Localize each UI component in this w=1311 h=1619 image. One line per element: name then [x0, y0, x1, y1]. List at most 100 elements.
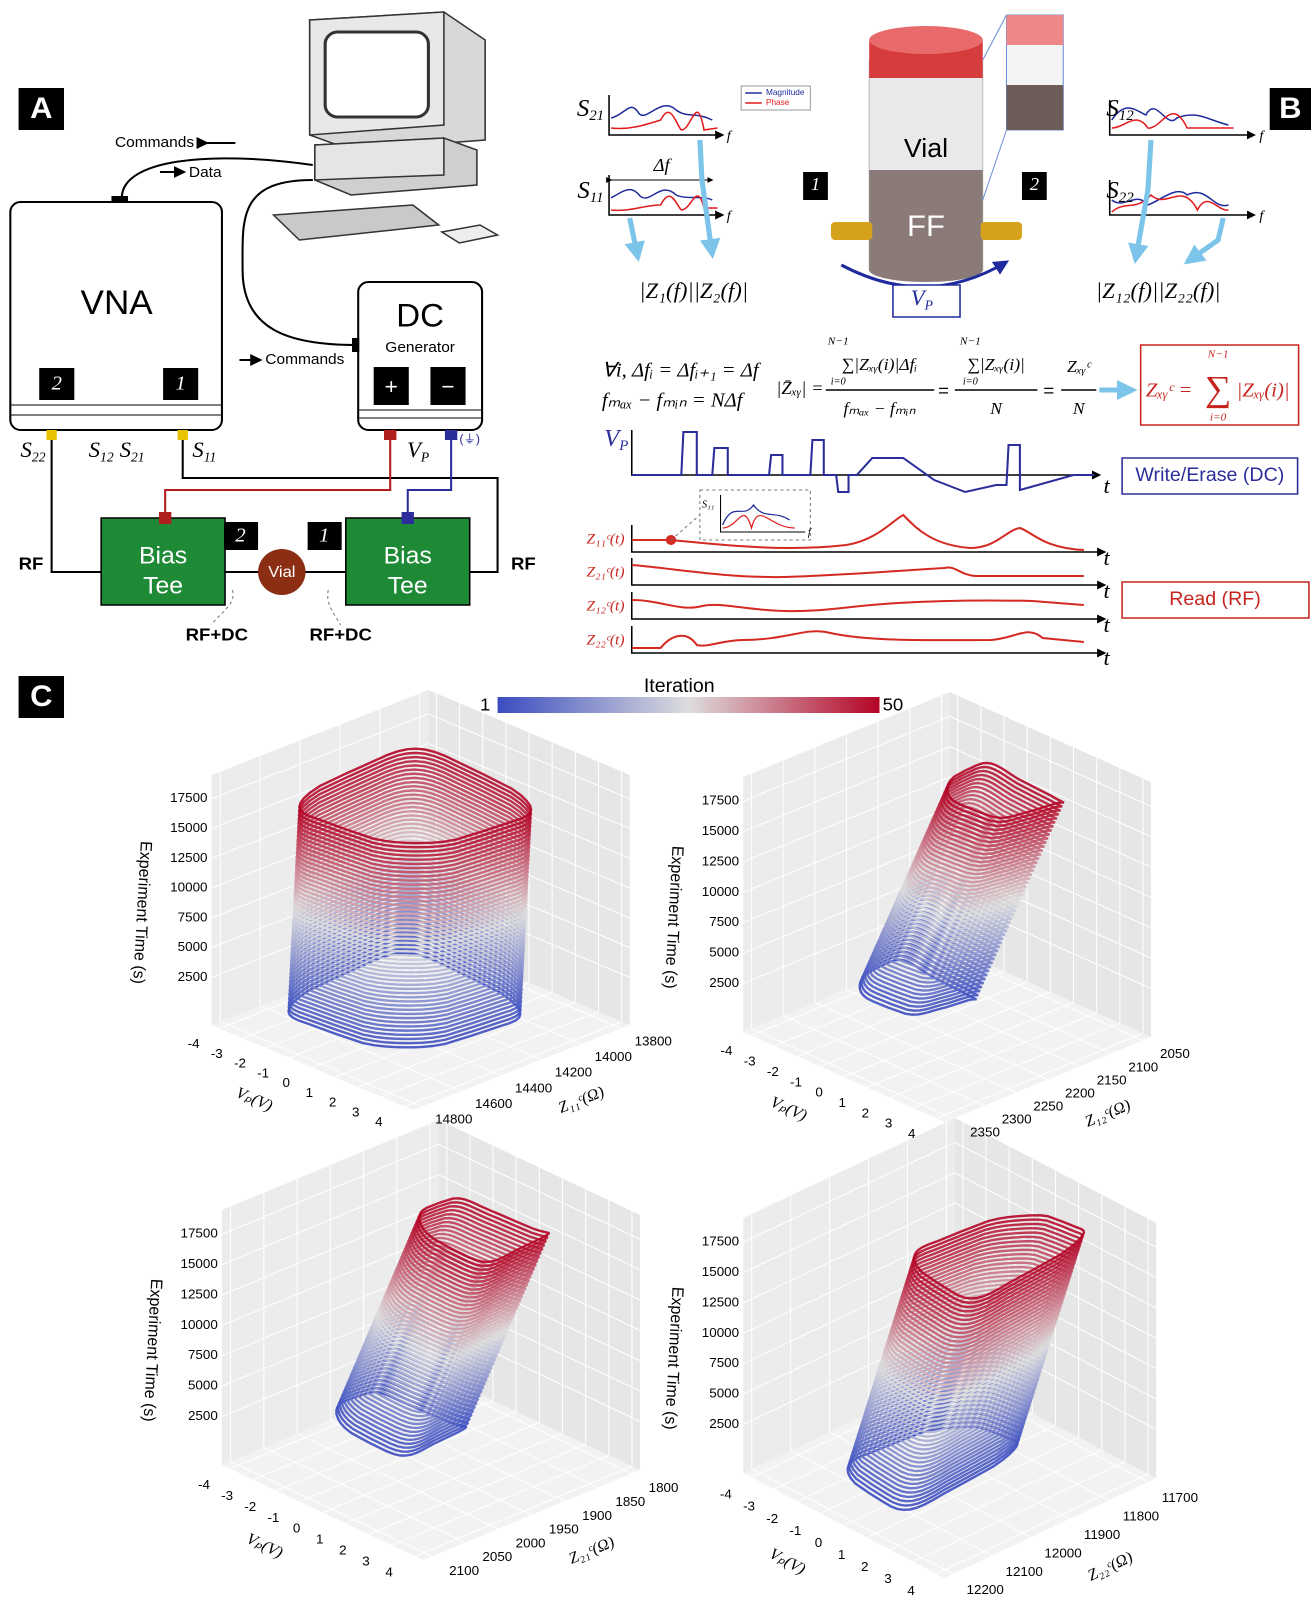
z-traces: Z₁₁ᶜ(t)	[586, 531, 624, 548]
x-label: Vₚ(V)	[767, 1093, 809, 1125]
z-ticks: 2500	[709, 1416, 739, 1431]
x-ticks: 1	[316, 1532, 323, 1547]
z-ticks: 7500	[709, 914, 739, 929]
vial: Vial	[268, 563, 295, 581]
f-labels: f	[1259, 208, 1265, 224]
frac3-den: N	[1072, 399, 1086, 418]
label-base: S	[577, 177, 589, 204]
s22: S22	[21, 437, 46, 464]
f: f	[808, 527, 812, 538]
t-labels: t	[1103, 578, 1110, 603]
s21: S21	[577, 95, 604, 125]
s12: S12	[89, 437, 114, 464]
x-ticks: 1	[306, 1085, 313, 1100]
ff: FF	[907, 209, 945, 242]
rf-dc-right: RF+DC	[309, 624, 371, 645]
line1: ∀i, Δfᵢ = Δfᵢ₊₁ = Δf	[602, 360, 761, 382]
figure: ABCCommandsDataVNA21DCGenerator+−Command…	[0, 0, 1311, 1619]
x-label: Vₚ(V)	[233, 1084, 275, 1115]
y-ticks: 12200	[967, 1582, 1004, 1597]
z-ticks: 17500	[170, 790, 207, 805]
y-ticks: 12000	[1044, 1546, 1081, 1561]
sum-lower: i=0	[1210, 412, 1227, 424]
x-label: Vₚ(V)	[243, 1530, 285, 1562]
sum-upper: N−1	[1207, 349, 1229, 361]
y-label: Z₂₁ᶜ(Ω)	[566, 1533, 617, 1568]
x-ticks: 4	[908, 1126, 915, 1141]
z-traces: Z₂₁ᶜ(t)	[586, 564, 624, 581]
z-ticks: 7500	[178, 909, 208, 924]
line1: Bias	[139, 543, 187, 570]
delta-f: Δf	[653, 155, 673, 175]
y-ticks: 14600	[475, 1096, 512, 1111]
ground: (⏚)	[459, 432, 480, 446]
y-ticks: 14400	[515, 1081, 552, 1096]
y-ticks: 2000	[516, 1536, 546, 1551]
max: 50	[883, 694, 904, 715]
y-ticks: 2350	[970, 1125, 1000, 1140]
sum-lower: i=0	[963, 376, 978, 387]
z-ticks: 12500	[702, 854, 739, 869]
z-ticks: 12500	[170, 850, 207, 865]
timing	[632, 430, 1309, 653]
z-ticks: 12500	[702, 1295, 739, 1310]
plus: +	[385, 374, 398, 399]
computer	[274, 12, 498, 243]
t-labels: t	[1103, 473, 1110, 498]
z-traces: Z₁₂ᶜ(t)	[586, 598, 624, 615]
s11: S11	[192, 437, 216, 464]
vna-port-2: 2	[52, 373, 62, 395]
lhs: Zₓᵧᶜ =	[1146, 380, 1193, 402]
t-labels: t	[1103, 612, 1110, 637]
frac2-num: ∑|Zₓᵧ(i)|	[967, 355, 1024, 374]
x-ticks: 0	[815, 1535, 822, 1550]
y-ticks: 13800	[635, 1034, 672, 1049]
z-ticks: 10000	[181, 1317, 218, 1332]
s21: S21	[120, 437, 145, 464]
sum-upper: N−1	[827, 336, 849, 348]
title: Iteration	[644, 676, 715, 697]
x-ticks: 2	[861, 1559, 868, 1574]
label-sub: 12	[1119, 109, 1134, 125]
label-base: S	[120, 437, 131, 462]
s11: S₁₁	[702, 499, 714, 510]
x-ticks: 2	[862, 1106, 869, 1121]
x-ticks: -4	[198, 1477, 210, 1492]
mean-lhs: |Z̄ₓᵧ| =	[776, 378, 823, 398]
z-ticks: 2500	[188, 1408, 218, 1423]
x-ticks: -3	[744, 1054, 756, 1069]
sum-lower: i=0	[831, 376, 846, 387]
z-ticks: 15000	[702, 1264, 739, 1279]
connector	[384, 430, 396, 440]
z-ticks: 10000	[702, 1325, 739, 1340]
z-ticks: 17500	[702, 1234, 739, 1249]
rf-left: RF	[19, 553, 44, 574]
x-ticks: 3	[885, 1116, 892, 1131]
x-label: Vₚ(V)	[766, 1545, 808, 1578]
s22: S22	[1106, 177, 1133, 207]
line2: Tee	[143, 573, 183, 600]
port-2: 2	[1030, 174, 1039, 194]
x-ticks: 3	[352, 1105, 359, 1120]
x-ticks: -1	[790, 1074, 802, 1089]
z-ticks: 15000	[170, 820, 207, 835]
x-ticks: -2	[767, 1064, 779, 1079]
y-ticks: 14000	[595, 1049, 632, 1064]
dc: DC	[396, 298, 444, 333]
z-ticks: 5000	[188, 1378, 218, 1393]
y-ticks: 1900	[582, 1508, 612, 1523]
label-sub: 12	[100, 450, 114, 465]
label-sub: P	[420, 450, 429, 465]
z-ticks: 7500	[709, 1355, 739, 1370]
vna: VNA	[81, 284, 153, 321]
z-ticks: 15000	[702, 823, 739, 838]
y-ticks: 11800	[1123, 1509, 1159, 1524]
generator: Generator	[385, 339, 455, 356]
frac2-den: N	[989, 399, 1003, 418]
z-right: |Z₁₂(f)||Z₂₂(f)|	[1096, 278, 1221, 303]
label-sub: P	[924, 298, 933, 313]
t-labels: t	[1103, 645, 1110, 670]
line2: Tee	[388, 573, 428, 600]
port-1: 1	[811, 174, 820, 194]
z-traces: Z₂₂ᶜ(t)	[586, 632, 624, 649]
